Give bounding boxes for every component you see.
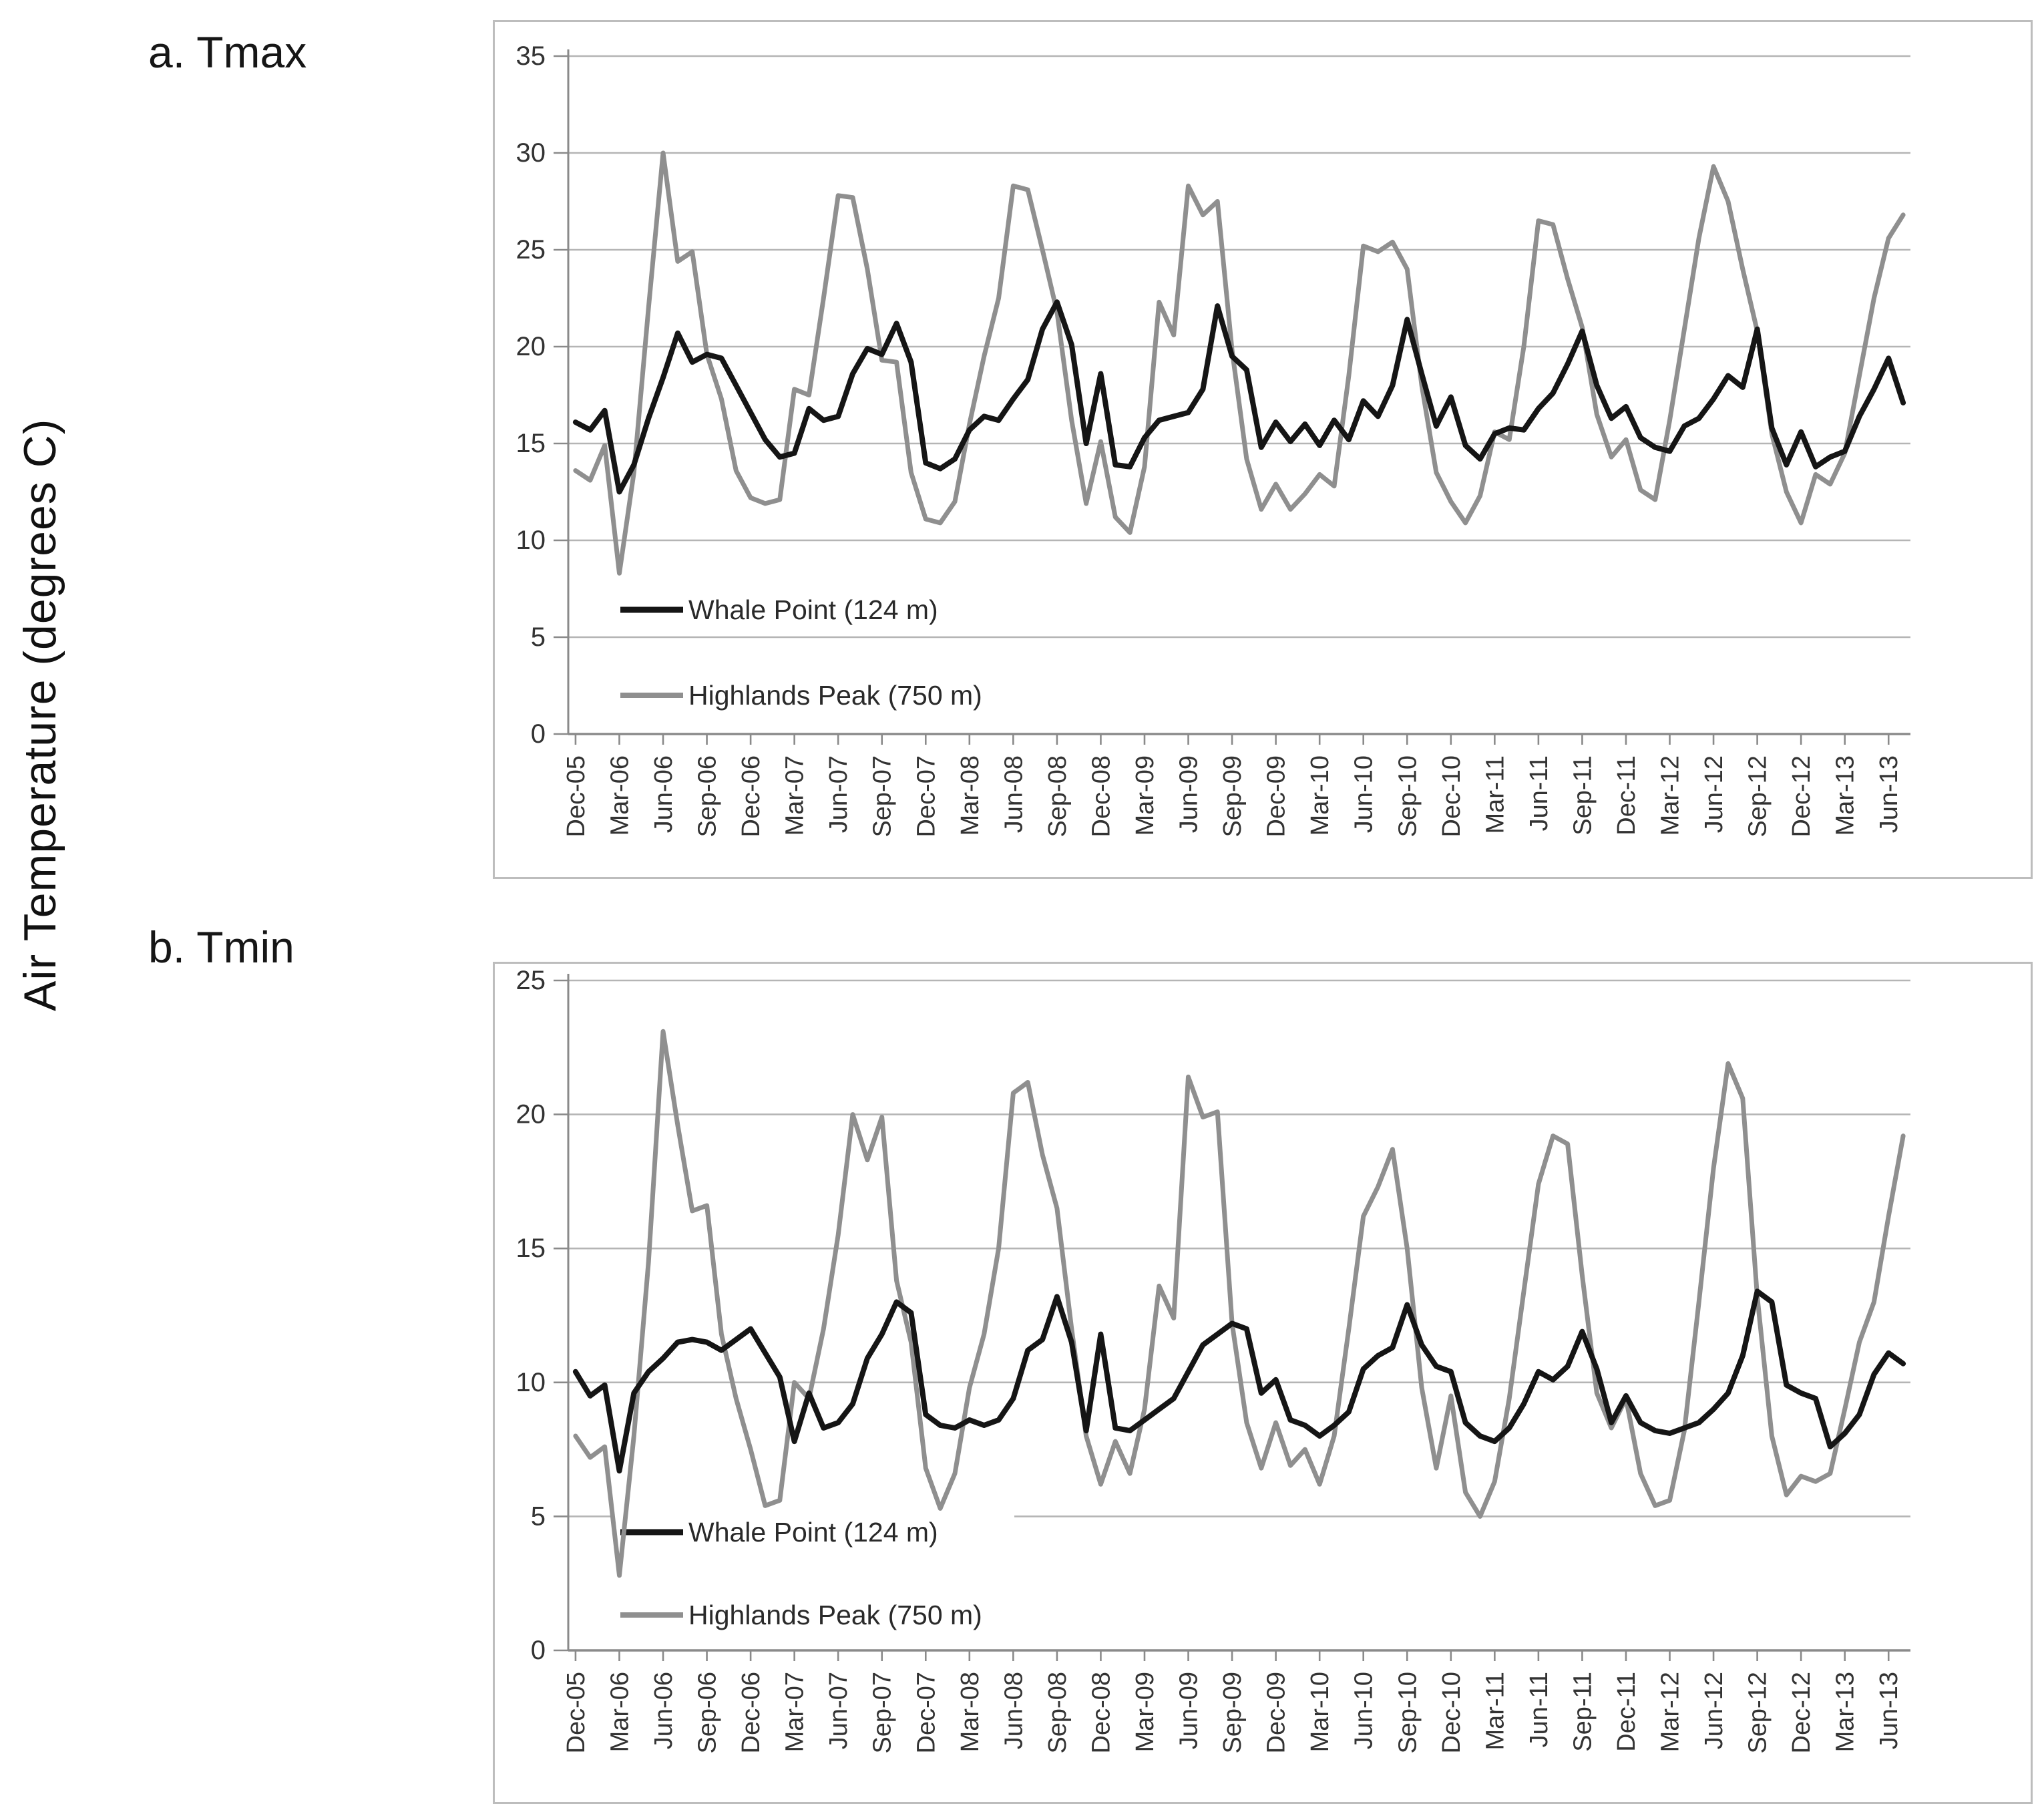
y-tick-label: 25 (516, 235, 546, 264)
y-axis-title: Air Temperature (degrees C) (15, 418, 65, 1011)
y-tick-label: 15 (516, 429, 546, 458)
x-tick-label: Sep-10 (1394, 755, 1422, 838)
whale-point-series-line (572, 1288, 1906, 1474)
y-tick-label: 5 (531, 622, 546, 652)
x-tick-label: Jun-09 (1175, 755, 1203, 833)
highlands-peak-series-line (573, 150, 1906, 576)
x-tick-label: Sep-06 (694, 755, 722, 838)
x-tick-label: Sep-07 (869, 755, 897, 838)
x-tick-label: Mar-12 (1657, 1672, 1685, 1752)
x-tick-label: Mar-08 (956, 755, 984, 836)
x-tick-label: Dec-11 (1613, 1672, 1641, 1752)
x-tick-label: Dec-08 (1087, 1672, 1115, 1754)
x-tick-label: Dec-11 (1613, 755, 1641, 836)
x-tick-label: Dec-10 (1438, 755, 1466, 838)
y-tick-label: 15 (516, 1234, 546, 1263)
x-tick-label: Jun-07 (825, 1672, 853, 1749)
whale-point-series-line (572, 299, 1906, 495)
highlands-peak-series-line (573, 1029, 1906, 1578)
x-tick-label: Mar-11 (1481, 1672, 1509, 1751)
x-tick-label: Jun-11 (1525, 755, 1553, 831)
x-tick-label: Jun-07 (825, 755, 853, 833)
y-tick-label: 25 (516, 966, 546, 995)
panel-title-tmax: a. Tmax (148, 27, 307, 77)
x-tick-label: Jun-08 (1000, 755, 1028, 833)
x-tick-label: Mar-07 (781, 1672, 809, 1752)
chart-a-panel: 0 5 10 15 20 25 30 35 Dec-05 Mar-06 Jun-06 Sep-06 De… (493, 20, 2033, 879)
legend-label: Whale Point (124 m) (688, 594, 938, 625)
x-tick-label: Sep-12 (1744, 1672, 1772, 1754)
x-tick-label: Mar-11 (1481, 755, 1509, 834)
x-tick-label: Sep-12 (1744, 755, 1772, 838)
x-tick-label: Sep-08 (1044, 1672, 1072, 1754)
x-tick-label: Dec-12 (1788, 1672, 1816, 1754)
y-tick-label: 35 (516, 41, 546, 71)
x-tick-label: Mar-09 (1131, 1672, 1159, 1752)
y-tick-label: 30 (516, 138, 546, 168)
y-tick-label: 0 (531, 719, 546, 749)
y-tick-label: 5 (531, 1501, 546, 1531)
x-tick-label: Jun-12 (1700, 1672, 1728, 1749)
x-tick-label: Mar-06 (606, 1672, 634, 1752)
x-tick-label: Sep-07 (869, 1672, 897, 1754)
x-tick-label: Jun-12 (1700, 755, 1728, 833)
x-tick-label: Sep-11 (1569, 755, 1597, 836)
x-tick-label: Mar-13 (1832, 1672, 1860, 1752)
x-tick-label: Jun-06 (650, 755, 678, 833)
x-tick-label: Jun-10 (1350, 755, 1378, 833)
x-tick-label: Dec-07 (912, 1672, 940, 1754)
chart-b-plot: 0 5 10 15 20 25 Dec-05 Mar-06 Jun-06 Sep-06 Dec-06… (516, 966, 1910, 1754)
legend-label: Highlands Peak (750 m) (688, 680, 982, 711)
x-tick-label: Sep-09 (1219, 1672, 1247, 1754)
legend-label: Whale Point (124 m) (688, 1517, 938, 1548)
x-tick-label: Sep-10 (1394, 1672, 1422, 1754)
x-tick-label: Dec-10 (1438, 1672, 1466, 1754)
y-tick-label: 10 (516, 526, 546, 555)
x-tick-label: Dec-05 (562, 1672, 590, 1754)
x-tick-label: Mar-07 (781, 755, 809, 836)
chart-b-panel: 0 5 10 15 20 25 Dec-05 Mar-06 Jun-06 Sep-06 Dec-06… (493, 962, 2033, 1804)
x-tick-label: Dec-12 (1788, 755, 1816, 838)
x-tick-label: Jun-13 (1875, 1672, 1903, 1749)
y-tick-label: 10 (516, 1368, 546, 1397)
y-tick-label: 20 (516, 1100, 546, 1129)
chart-a-plot: 0 5 10 15 20 25 30 35 Dec-05 Mar-06 Jun-06 Sep-06 De… (516, 41, 1910, 838)
panel-title-tmin: b. Tmin (148, 922, 294, 972)
x-tick-label: Mar-10 (1306, 1672, 1334, 1752)
x-tick-label: Sep-08 (1044, 755, 1072, 838)
x-tick-label: Mar-12 (1657, 755, 1685, 836)
x-tick-label: Sep-06 (694, 1672, 722, 1754)
x-tick-label: Mar-09 (1131, 755, 1159, 836)
x-tick-label: Dec-06 (737, 1672, 765, 1754)
x-tick-label: Mar-10 (1306, 755, 1334, 836)
legend-label: Highlands Peak (750 m) (688, 1600, 982, 1630)
y-tick-label: 0 (531, 1636, 546, 1665)
x-tick-label: Dec-06 (737, 755, 765, 838)
x-tick-label: Dec-09 (1263, 1672, 1291, 1754)
x-tick-label: Mar-06 (606, 755, 634, 836)
x-tick-label: Jun-08 (1000, 1672, 1028, 1749)
x-tick-label: Jun-10 (1350, 1672, 1378, 1749)
x-tick-label: Dec-08 (1087, 755, 1115, 838)
x-tick-label: Dec-09 (1263, 755, 1291, 838)
x-tick-label: Jun-13 (1875, 755, 1903, 833)
x-tick-label: Sep-09 (1219, 755, 1247, 838)
y-tick-label: 20 (516, 332, 546, 361)
x-tick-label: Mar-13 (1832, 755, 1860, 836)
x-tick-label: Jun-09 (1175, 1672, 1203, 1749)
x-tick-label: Sep-11 (1569, 1672, 1597, 1752)
x-tick-label: Mar-08 (956, 1672, 984, 1752)
x-tick-label: Dec-05 (562, 755, 590, 838)
x-tick-label: Jun-11 (1525, 1672, 1553, 1747)
x-tick-label: Dec-07 (912, 755, 940, 838)
x-tick-label: Jun-06 (650, 1672, 678, 1749)
